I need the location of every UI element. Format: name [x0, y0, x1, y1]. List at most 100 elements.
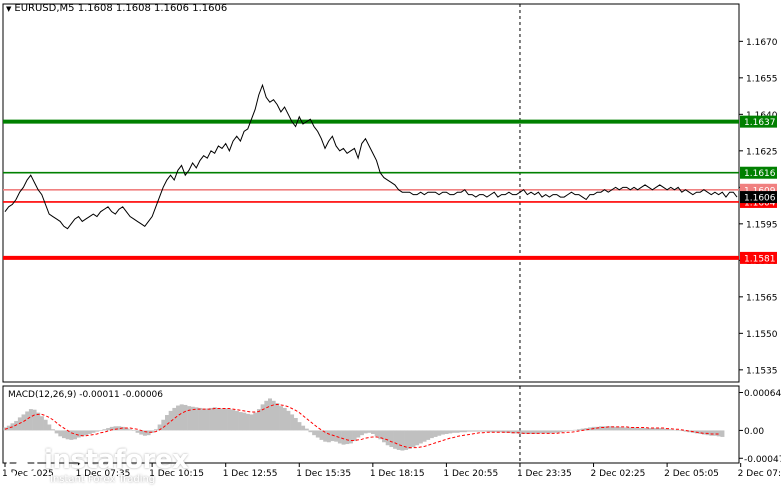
main-pane-frame [2, 3, 740, 383]
macd-histogram-bar [245, 413, 250, 431]
time-tick-label: 1 Dec 18:15 [370, 469, 425, 479]
chart-header: ▼ EURUSD,M5 1.1608 1.1608 1.1606 1.1606 [6, 3, 227, 14]
macd-histogram-bar [98, 430, 103, 432]
macd-histogram-bar [84, 430, 89, 436]
macd-histogram-bar [536, 430, 541, 434]
macd-histogram-bar [293, 417, 298, 431]
brand-name: instaforex [44, 445, 189, 475]
macd-histogram-bar [256, 409, 261, 431]
macd-histogram-bar [393, 430, 398, 449]
macd-histogram-bar [341, 430, 346, 445]
macd-histogram-bar [440, 430, 445, 435]
macd-histogram-bar [223, 408, 228, 431]
macd-histogram-bar [91, 430, 96, 433]
level-label: 1.1637 [744, 118, 776, 128]
price-tick-label: 1.1595 [746, 220, 778, 230]
price-tick-label: 1.1550 [746, 330, 778, 340]
macd-histogram-bar [716, 430, 721, 437]
macd-histogram-bar [650, 428, 655, 431]
macd-histogram-bar [643, 428, 648, 431]
macd-pane-frame [2, 385, 740, 464]
macd-histogram-bar [698, 430, 703, 434]
macd-histogram-bar [73, 430, 78, 440]
macd-histogram-bar [713, 430, 718, 436]
macd-histogram-bar [80, 430, 85, 437]
macd-histogram-bar [131, 430, 136, 432]
price-tick-label: 1.1655 [746, 74, 778, 84]
macd-histogram-bar [47, 424, 52, 431]
macd-histogram-bar [455, 430, 460, 433]
time-tick-label: 2 Dec 05:05 [664, 469, 719, 479]
macd-histogram-bar [268, 398, 272, 431]
time-tick-label: 1 Dec 2025 [2, 469, 54, 479]
ohlc-values: 1.1608 1.1608 1.1606 1.1606 [77, 3, 228, 14]
macd-histogram-bar [407, 430, 412, 449]
macd-histogram-bar [679, 430, 684, 432]
macd-histogram-bar [62, 430, 66, 439]
macd-histogram-bar [448, 430, 453, 434]
macd-histogram-bar [385, 430, 390, 446]
macd-histogram-bar [205, 408, 210, 431]
macd-histogram-bar [661, 428, 666, 431]
macd-histogram-bar [117, 426, 122, 431]
macd-header: MACD(12,26,9) -0.00011 -0.00006 [8, 390, 164, 400]
macd-histogram-bar [17, 417, 22, 431]
macd-histogram-bar [187, 406, 192, 431]
macd-histogram-bar [632, 427, 637, 431]
macd-histogram-bar [50, 429, 55, 431]
macd-histogram-bar [580, 428, 585, 431]
level-label-box [740, 115, 777, 128]
macd-histogram-bar [109, 426, 114, 431]
macd-histogram-bar [610, 426, 615, 431]
macd-histogram-bar [290, 414, 295, 431]
macd-histogram-bar [124, 428, 129, 431]
macd-histogram-bar [264, 400, 269, 431]
macd-histogram-bar [378, 430, 383, 440]
macd-histogram-bar [462, 430, 467, 433]
macd-histogram-bar [220, 408, 225, 431]
macd-histogram-bar [488, 430, 493, 433]
time-tick-label: 1 Dec 07:35 [76, 469, 131, 479]
macd-histogram-bar [356, 430, 361, 438]
price-series-line [4, 83, 738, 230]
macd-histogram-bar [551, 430, 556, 433]
macd-histogram-bar [28, 409, 33, 431]
macd-histogram-bar [315, 430, 320, 438]
time-tick-label: 1 Dec 15:35 [296, 469, 351, 479]
collapse-triangle-icon[interactable]: ▼ [6, 5, 12, 13]
time-tick-label: 1 Dec 12:55 [223, 469, 278, 479]
macd-histogram-bar [330, 430, 335, 442]
price-tick-label: 1.1625 [746, 147, 778, 157]
macd-histogram-bar [179, 404, 184, 431]
macd-histogram-bar [286, 410, 291, 431]
macd-histogram-bar [503, 430, 508, 433]
macd-histogram-bar [543, 430, 548, 434]
macd-histogram-bar [231, 409, 236, 431]
time-tick-label: 1 Dec 20:55 [443, 469, 498, 479]
macd-histogram-bar [43, 419, 48, 431]
macd-histogram-bar [525, 430, 530, 434]
macd-histogram-bar [279, 406, 284, 431]
macd-histogram-bar [135, 430, 140, 433]
macd-histogram-bar [599, 426, 604, 431]
macd-histogram-bar [451, 430, 456, 433]
macd-histogram-bar [128, 429, 133, 431]
macd-histogram-bar [709, 430, 714, 436]
macd-histogram-bar [363, 430, 368, 434]
price-tick-label: 1.1670 [746, 38, 778, 48]
macd-histogram-bar [628, 427, 633, 431]
macd-histogram-bar [396, 430, 401, 450]
macd-histogram-bar [687, 430, 692, 433]
macd-histogram-bar [565, 430, 570, 432]
macd-histogram-bar [150, 430, 155, 433]
macd-histogram-bar [168, 410, 173, 431]
level-label-box [740, 166, 777, 179]
macd-histogram-bar [139, 430, 144, 435]
macd-histogram-bar [617, 426, 622, 431]
macd-histogram-bar [260, 404, 265, 431]
time-tick-label: 2 Dec 02:25 [591, 469, 646, 479]
macd-histogram-bar [496, 430, 501, 433]
macd-histogram-bar [25, 411, 30, 431]
macd-histogram-bar [323, 430, 328, 442]
